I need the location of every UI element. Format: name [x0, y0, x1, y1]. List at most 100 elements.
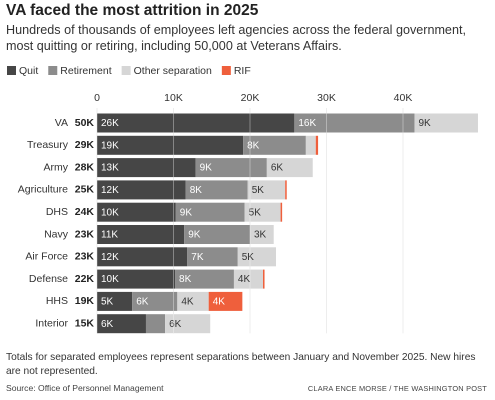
bar-segment	[208, 291, 243, 311]
footnote: Totals for separated employees represent…	[6, 352, 476, 377]
bar-segment	[145, 314, 166, 334]
total-label: 25K	[75, 184, 95, 196]
legend-label: Retirement	[60, 65, 111, 77]
credit: CLARA ENCE MORSE / THE WASHINGTON POST	[307, 384, 487, 393]
value-label: 6K	[136, 297, 149, 308]
bar-segment	[165, 314, 211, 334]
legend-label: Quit	[19, 65, 38, 77]
value-label: 10K	[101, 207, 119, 218]
bar-segment	[97, 314, 146, 334]
legend-swatch	[221, 66, 231, 75]
category-label: Air Force	[25, 251, 68, 263]
bar-segment	[414, 113, 478, 133]
value-label: 9K	[418, 118, 431, 129]
category-label: Interior	[35, 317, 68, 329]
category-label: Navy	[44, 228, 69, 240]
value-label: 5K	[249, 207, 262, 218]
x-tick-label: 30K	[317, 92, 336, 104]
x-tick-label: 0	[94, 92, 100, 104]
total-label: 15K	[75, 317, 95, 329]
bar-segment	[185, 180, 248, 200]
bar-segment	[233, 269, 264, 289]
bar-segment	[97, 269, 176, 289]
value-label: 3K	[254, 230, 267, 241]
category-label: DHS	[46, 206, 68, 218]
value-label: 4K	[238, 274, 251, 285]
value-label: 9K	[188, 230, 201, 241]
x-tick-label: 10K	[164, 92, 183, 104]
total-label: 23K	[75, 251, 95, 263]
bar-segment	[280, 202, 283, 222]
bar-segment	[97, 135, 244, 155]
category-label: Agriculture	[18, 184, 68, 196]
legend-label: RIF	[234, 65, 251, 77]
category-label: Defense	[29, 273, 68, 285]
value-label: 5K	[242, 252, 255, 263]
x-tick-label: 20K	[241, 92, 260, 104]
bar-segment	[250, 225, 274, 244]
value-label: 16K	[298, 118, 316, 129]
value-label: 12K	[101, 185, 119, 196]
total-label: 28K	[75, 161, 95, 173]
value-label: 8K	[179, 274, 192, 285]
value-label: 10K	[101, 274, 119, 285]
value-label: 26K	[101, 118, 119, 129]
x-tick-label: 40K	[394, 92, 413, 104]
legend-swatch	[121, 66, 131, 75]
legend-swatch	[7, 66, 16, 75]
bar-segment	[266, 158, 313, 178]
bar-segment	[244, 202, 281, 222]
bar-segment	[263, 269, 265, 289]
source: Source: Office of Personnel Management	[6, 383, 164, 393]
bar-segment	[97, 225, 185, 244]
bar-segment	[97, 247, 188, 267]
bar-segment	[243, 135, 306, 155]
value-label: 12K	[101, 252, 119, 263]
value-label: 5K	[252, 185, 265, 196]
value-label: 8K	[190, 185, 203, 196]
chart: Quit Retirement Other separation RIF 0 10K 20K…	[7, 65, 478, 334]
bar-segment	[97, 158, 196, 178]
value-label: 5K	[101, 297, 114, 308]
bar-segment	[195, 158, 267, 178]
total-label: 50K	[75, 117, 95, 129]
value-label: 6K	[101, 319, 114, 330]
value-label: 4K	[213, 297, 226, 308]
bar-segment	[184, 225, 250, 244]
bar-segment	[97, 202, 176, 222]
bar-segment	[97, 180, 186, 200]
value-label: 9K	[180, 207, 193, 218]
bar-segment	[187, 247, 238, 267]
bar-segment	[315, 135, 319, 155]
bar-segment	[97, 113, 295, 133]
legend-label: Other separation	[134, 65, 212, 77]
value-label: 6K	[271, 163, 284, 174]
bar-segment	[237, 247, 277, 267]
bar-segment	[294, 113, 415, 133]
category-label: HHS	[46, 295, 68, 307]
bar-segment	[175, 269, 234, 289]
bar-segment	[177, 291, 209, 311]
category-label: VA	[55, 117, 68, 129]
total-label: 29K	[75, 139, 95, 151]
value-label: 13K	[101, 163, 119, 174]
chart-subtitle: Hundreds of thousands of employees left …	[6, 23, 466, 53]
bar-segment	[285, 180, 287, 200]
total-label: 23K	[75, 228, 95, 240]
total-label: 19K	[75, 295, 95, 307]
total-label: 22K	[75, 273, 95, 285]
bar-segment	[247, 180, 286, 200]
value-label: 8K	[247, 140, 260, 151]
value-label: 6K	[169, 319, 182, 330]
bar-segment	[175, 202, 245, 222]
category-label: Army	[44, 161, 69, 173]
bar-segment	[305, 135, 316, 155]
value-label: 19K	[101, 140, 119, 151]
value-label: 11K	[101, 230, 118, 241]
value-label: 9K	[200, 163, 213, 174]
value-label: 7K	[191, 252, 204, 263]
bar-segment	[97, 291, 133, 311]
bar-segment	[132, 291, 178, 311]
legend-swatch	[48, 66, 58, 75]
